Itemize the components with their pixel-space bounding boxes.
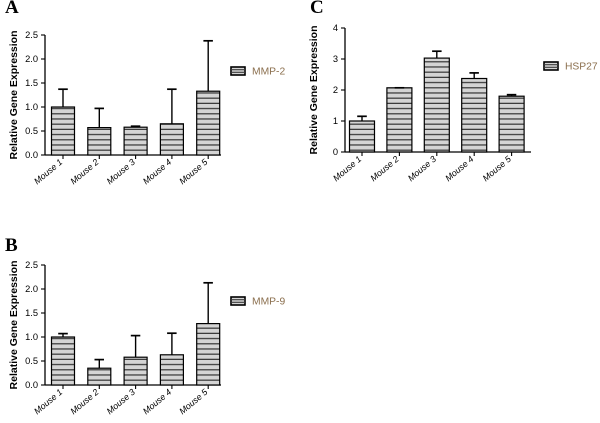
svg-text:4: 4 bbox=[333, 23, 338, 33]
svg-text:1: 1 bbox=[333, 116, 338, 126]
svg-text:A: A bbox=[5, 0, 19, 18]
svg-text:0.0: 0.0 bbox=[25, 380, 38, 390]
svg-text:0.0: 0.0 bbox=[25, 150, 38, 160]
svg-text:2.0: 2.0 bbox=[25, 54, 38, 64]
svg-text:3: 3 bbox=[333, 54, 338, 64]
svg-text:2.5: 2.5 bbox=[25, 260, 38, 270]
svg-text:2.5: 2.5 bbox=[25, 30, 38, 40]
svg-text:2: 2 bbox=[333, 85, 338, 95]
svg-text:HSP27: HSP27 bbox=[565, 62, 598, 73]
svg-text:B: B bbox=[5, 235, 18, 256]
svg-text:1.0: 1.0 bbox=[25, 102, 38, 112]
svg-text:Relative Gene Expression: Relative Gene Expression bbox=[8, 31, 20, 160]
svg-text:MMP-9: MMP-9 bbox=[252, 297, 285, 308]
svg-text:1.5: 1.5 bbox=[25, 78, 38, 88]
svg-text:Relative Gene Expression: Relative Gene Expression bbox=[8, 261, 20, 390]
svg-text:0.5: 0.5 bbox=[25, 126, 38, 136]
svg-text:C: C bbox=[310, 0, 324, 18]
svg-text:Relative Gene Expression: Relative Gene Expression bbox=[308, 26, 320, 155]
svg-text:MMP-2: MMP-2 bbox=[252, 67, 285, 78]
svg-text:2.0: 2.0 bbox=[25, 284, 38, 294]
svg-text:0.5: 0.5 bbox=[25, 356, 38, 366]
svg-text:1.5: 1.5 bbox=[25, 308, 38, 318]
svg-text:0: 0 bbox=[333, 147, 338, 157]
svg-text:1.0: 1.0 bbox=[25, 332, 38, 342]
